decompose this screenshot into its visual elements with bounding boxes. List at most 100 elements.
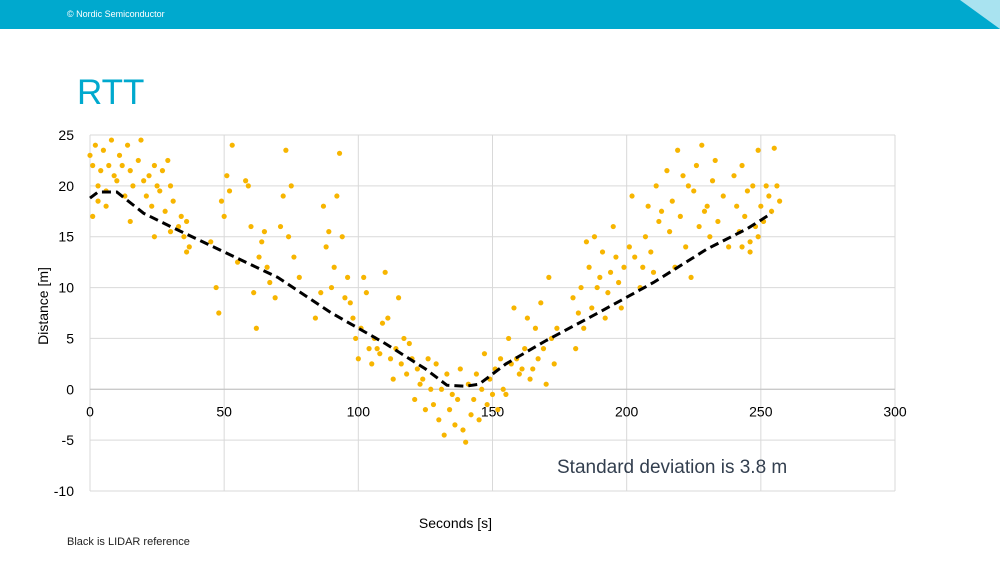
scatter-point xyxy=(777,198,783,204)
scatter-point xyxy=(248,223,254,230)
scatter-point xyxy=(425,356,431,362)
scatter-point xyxy=(151,162,157,169)
scatter-point xyxy=(146,173,152,179)
scatter-point xyxy=(385,315,391,321)
scatter-point xyxy=(597,274,603,280)
scatter-point xyxy=(106,162,112,169)
scatter-point xyxy=(495,407,501,413)
scatter-point xyxy=(216,310,222,316)
y-tick-label: 0 xyxy=(66,381,74,397)
scatter-point xyxy=(768,208,775,214)
scatter-point xyxy=(320,203,327,209)
scatter-point xyxy=(251,290,257,296)
scatter-point xyxy=(178,213,184,219)
scatter-point xyxy=(744,188,751,194)
scatter-point xyxy=(739,162,745,169)
scatter-point xyxy=(511,305,517,311)
scatter-point xyxy=(538,300,544,306)
scatter-point xyxy=(234,259,241,265)
scatter-point xyxy=(645,203,651,209)
scatter-point xyxy=(766,193,772,199)
scatter-point xyxy=(165,157,171,164)
scatter-point xyxy=(422,407,429,413)
scatter-point xyxy=(363,290,369,296)
scatter-point xyxy=(323,244,329,250)
scatter-point xyxy=(594,284,600,291)
scatter-point xyxy=(127,168,133,174)
scatter-point xyxy=(653,183,659,189)
scatter-point xyxy=(669,198,675,204)
scatter-point xyxy=(181,234,187,240)
scatter-point xyxy=(90,213,96,219)
scatter-point xyxy=(667,229,673,235)
scatter-point xyxy=(500,386,506,392)
scatter-point xyxy=(680,173,686,179)
scatter-point xyxy=(701,208,708,214)
scatter-point xyxy=(473,371,479,377)
scatter-point xyxy=(406,340,412,347)
scatter-point xyxy=(758,203,764,209)
scatter-point xyxy=(103,203,109,209)
scatter-point xyxy=(726,244,732,250)
scatter-point xyxy=(277,223,284,230)
scatter-point xyxy=(224,173,230,179)
scatter-point xyxy=(575,310,581,316)
scatter-point xyxy=(532,325,539,331)
scatter-point xyxy=(170,198,176,204)
scatter-point xyxy=(747,239,753,245)
scatter-point xyxy=(656,218,662,225)
scatter-point xyxy=(398,361,404,367)
scatter-point xyxy=(283,147,289,153)
scatter-point xyxy=(87,152,93,158)
scatter-point xyxy=(607,269,614,275)
scatter-point xyxy=(476,417,482,423)
scatter-point xyxy=(438,386,445,392)
scatter-point xyxy=(522,346,528,352)
scatter-point xyxy=(339,234,345,240)
scatter-point xyxy=(433,361,439,367)
scatter-point xyxy=(226,188,233,194)
scatter-point xyxy=(755,234,761,240)
scatter-point xyxy=(430,401,437,408)
scatter-point xyxy=(253,325,259,331)
scatter-point xyxy=(138,137,144,143)
scatter-point xyxy=(436,417,442,423)
std-dev-annotation: Standard deviation is 3.8 m xyxy=(557,457,787,478)
scatter-point xyxy=(353,335,359,342)
scatter-point xyxy=(328,284,335,291)
scatter-point xyxy=(267,279,273,286)
scatter-point xyxy=(412,396,418,403)
scatter-point xyxy=(739,244,745,250)
scatter-point xyxy=(350,315,356,321)
scatter-point xyxy=(417,381,423,387)
scatter-point xyxy=(379,320,386,326)
y-tick-label: 5 xyxy=(66,330,74,346)
scatter-point xyxy=(610,223,616,230)
scatter-point xyxy=(720,193,726,199)
scatter-point xyxy=(519,366,525,372)
scatter-point xyxy=(143,193,149,199)
scatter-point xyxy=(401,335,407,342)
scatter-point xyxy=(395,295,402,301)
y-tick-label: 15 xyxy=(58,229,74,245)
scatter-point xyxy=(95,183,101,189)
scatter-point xyxy=(489,391,496,397)
scatter-point xyxy=(127,218,133,225)
corner-accent-icon xyxy=(960,0,1000,29)
scatter-point xyxy=(366,346,372,352)
scatter-point xyxy=(90,162,96,169)
scatter-point xyxy=(677,213,683,219)
lidar-reference-line xyxy=(89,190,773,388)
y-tick-label: -5 xyxy=(62,432,75,448)
scatter-point xyxy=(506,335,512,342)
scatter-point xyxy=(540,346,547,352)
scatter-point xyxy=(167,183,174,189)
scatter-point xyxy=(288,183,294,189)
scatter-point xyxy=(387,356,394,362)
scatter-point xyxy=(763,183,769,189)
scatter-point xyxy=(229,142,235,148)
scatter-point xyxy=(709,178,716,184)
scatter-point xyxy=(599,249,606,255)
scatter-point xyxy=(734,203,740,209)
